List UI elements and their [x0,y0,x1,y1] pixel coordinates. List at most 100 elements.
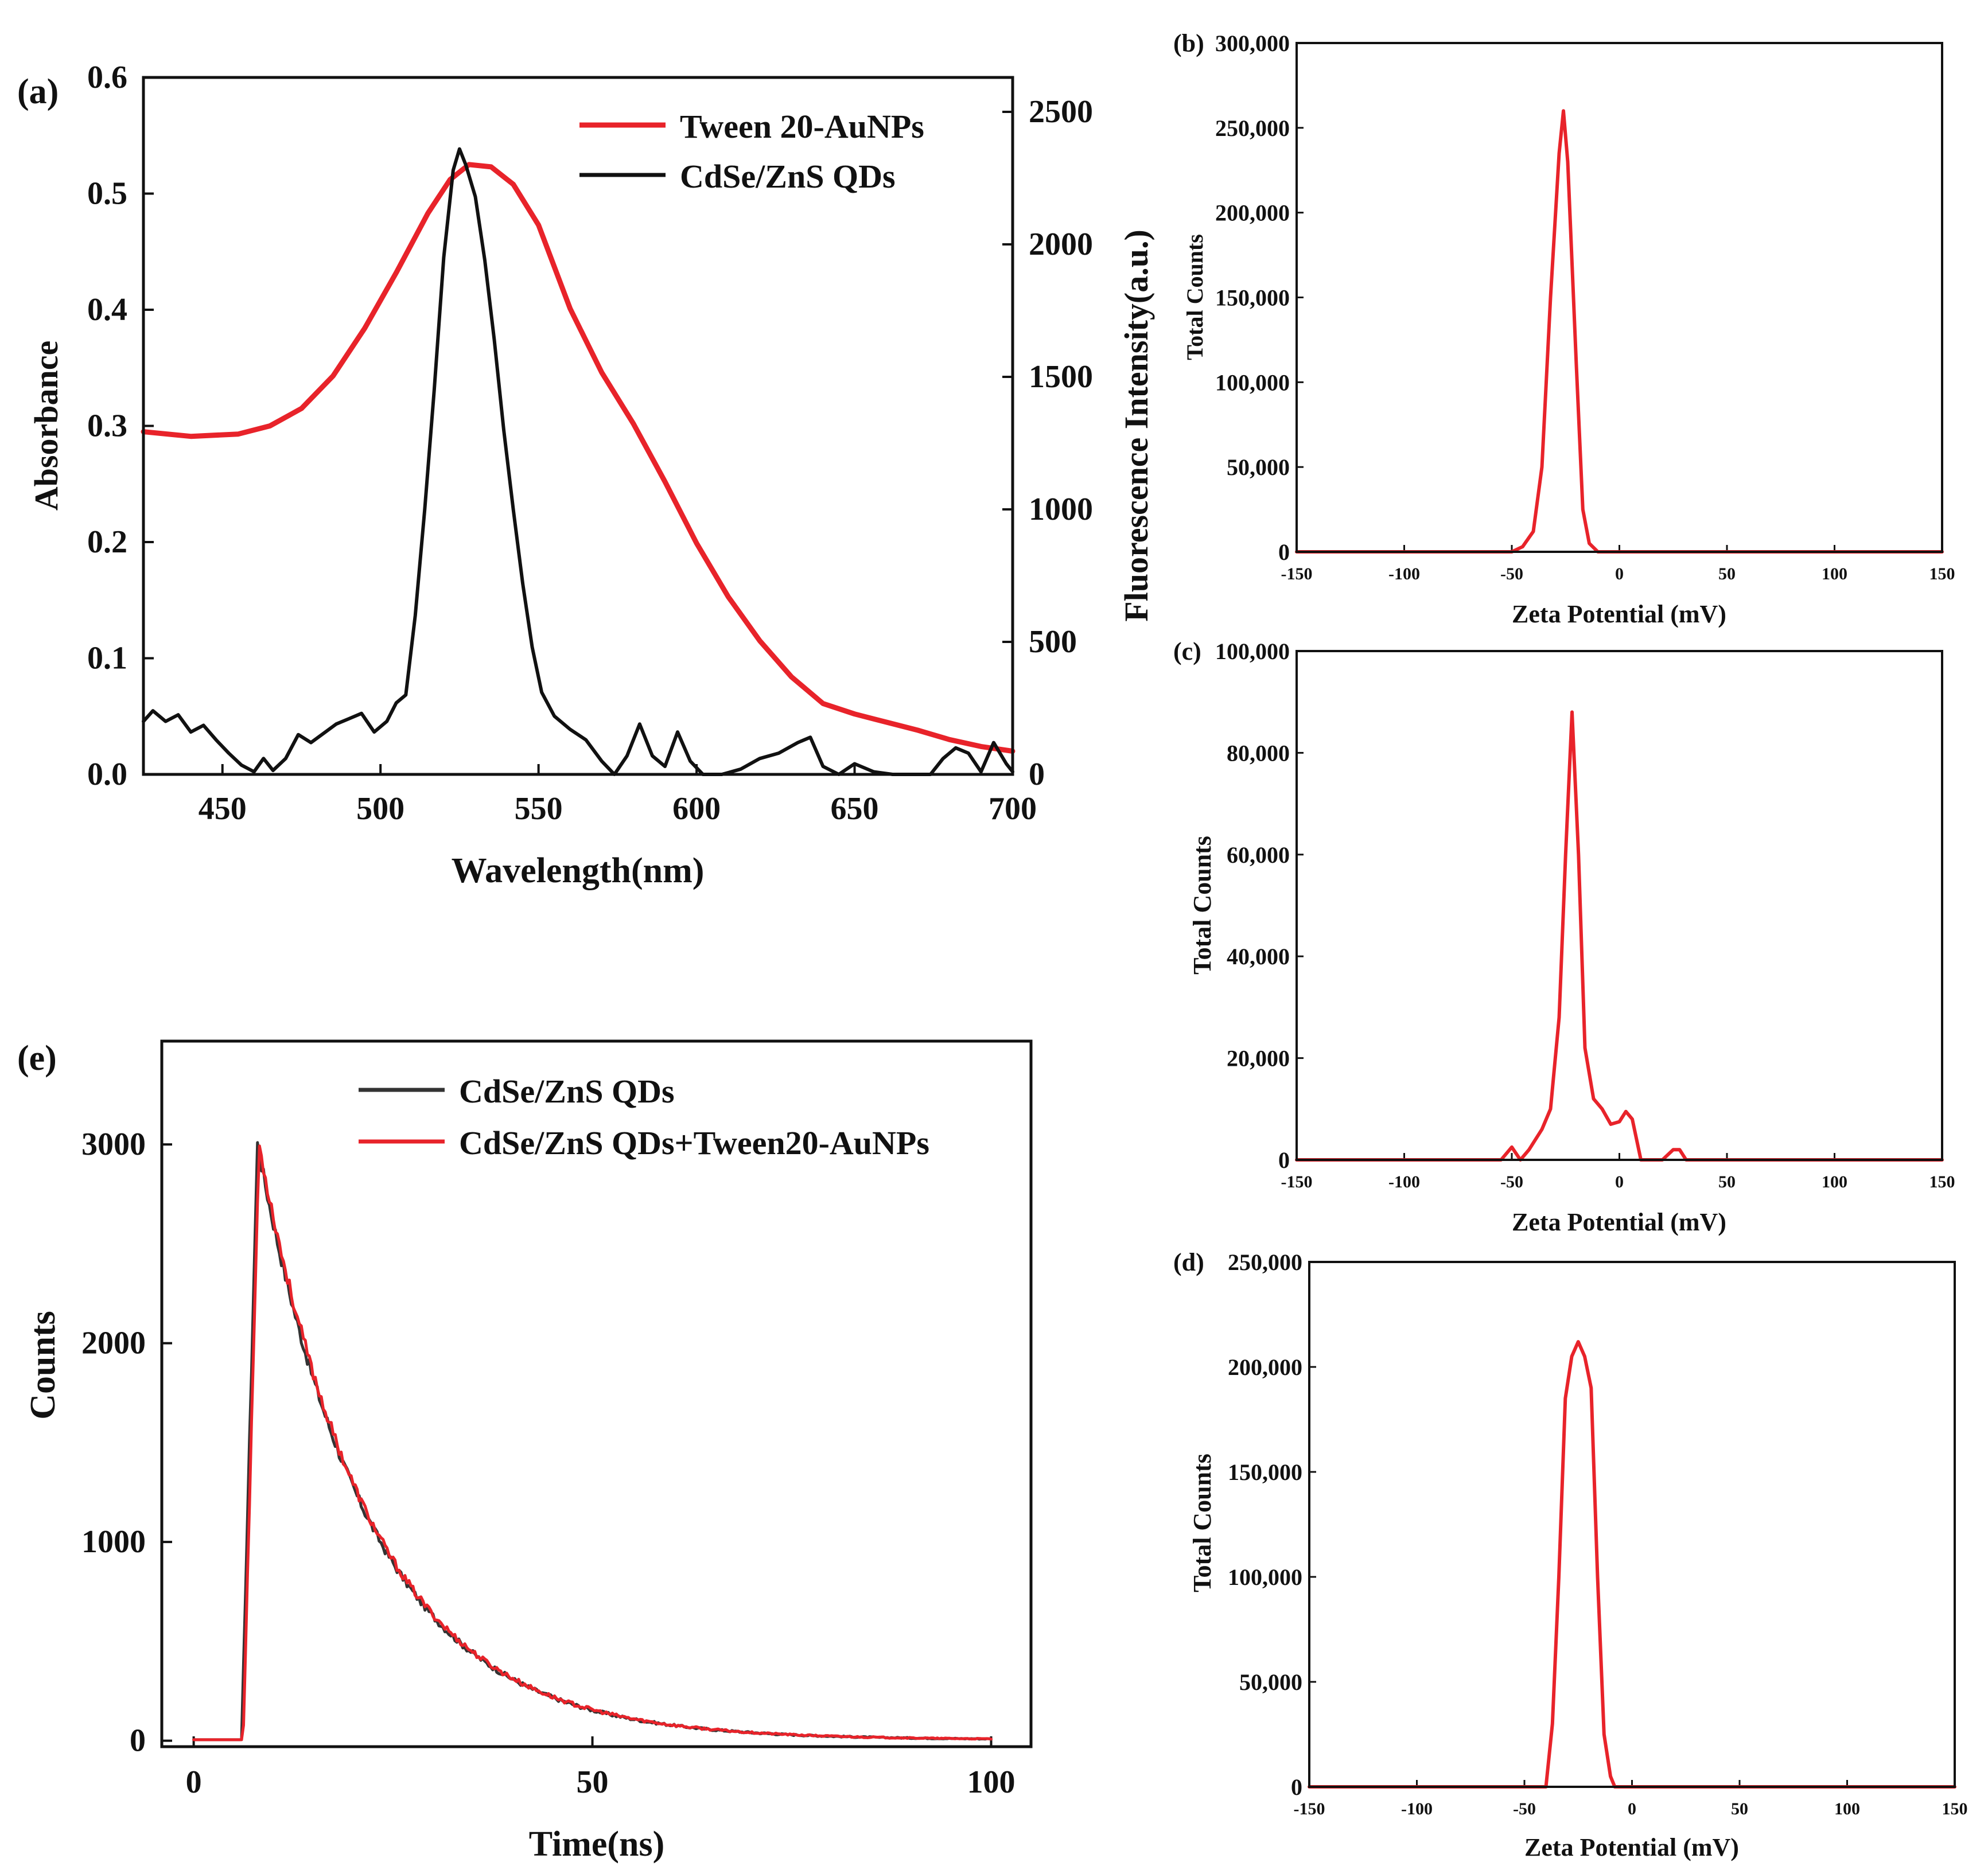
panel-a-y-axis-label: Absorbance [28,341,65,511]
panel-a-frame [142,76,1014,776]
panel-a-x-tick-label: 600 [672,791,721,827]
panel-d-frame [1308,1261,1956,1788]
panel-a-y-tick-label: 0.4 [87,292,127,328]
panel-d-x-tick-label: -100 [1401,1799,1433,1818]
panel-d-x-tick-label: -150 [1294,1799,1325,1818]
panel-b-y-tick-label: 300,000 [1215,30,1290,56]
panel-e-x-tick-label: 0 [186,1764,202,1800]
panel-d-x-tick-label: 100 [1834,1799,1860,1818]
panel-d-x-axis-label: Zeta Potential (mV) [1524,1833,1739,1861]
panel-b-y-tick-label: 50,000 [1227,454,1290,480]
panel-d-y-tick-label: 150,000 [1228,1459,1302,1485]
panel-a-legend-label-tween: Tween 20-AuNPs [680,108,924,145]
panel-a-absorbance-fluorescence: (a) 450 500 550 600 650 700 0.0 0.1 0.2 0.3 0.4 0.5… [17,60,1155,890]
panel-c-zeta-potential: (c) -150 -100 -50 0 50 100 150 0 20,000 40,000 60,… [1173,637,1955,1236]
panel-d-y-tick-label: 200,000 [1228,1354,1302,1380]
panel-a-plot-area [141,147,1016,776]
panel-d-y-tick-label: 0 [1291,1774,1302,1800]
panel-a-ticks: 450 500 550 600 650 700 0.0 0.1 0.2 0.3 0.4 0.5 0.6 0… [87,60,1093,827]
panel-a-y2-tick-label: 2000 [1029,227,1093,262]
panel-e-x-tick-label: 50 [577,1764,609,1800]
panel-c-x-tick-label: -50 [1500,1172,1523,1191]
panel-d-ticks: -150 -100 -50 0 50 100 150 0 50,000 100,000 150,00… [1228,1249,1968,1818]
panel-a-x-tick-label: 450 [199,791,247,827]
panel-e-series-cdse-zns-qds [192,1141,993,1742]
panel-a-x-tick-label: 650 [831,791,879,827]
panel-a-y-tick-label: 0.5 [87,176,127,212]
panel-c-x-tick-label: -100 [1388,1172,1420,1191]
panel-a-x-tick-label: 550 [515,791,563,827]
panel-c-y-tick-label: 0 [1278,1147,1290,1173]
panel-c-y-tick-label: 80,000 [1227,740,1290,766]
panel-e-x-tick-label: 100 [967,1764,1016,1800]
panel-e-legend: CdSe/ZnS QDs CdSe/ZnS QDs+Tween20-AuNPs [359,1073,929,1162]
panel-e-legend-label-qds: CdSe/ZnS QDs [459,1073,675,1110]
panel-a-label: (a) [17,72,59,111]
panel-a-y-tick-label: 0.3 [87,408,127,444]
panel-c-x-tick-label: 150 [1929,1172,1955,1191]
panel-b-x-tick-label: -50 [1500,564,1523,583]
panel-b-y-tick-label: 150,000 [1215,285,1290,311]
panel-a-y2-tick-label: 0 [1029,757,1045,792]
panel-c-y-tick-label: 100,000 [1215,638,1290,664]
panel-c-x-tick-label: -150 [1281,1172,1313,1191]
panel-e-series-qds-plus-aunps [192,1144,993,1742]
panel-b-y-tick-label: 100,000 [1215,369,1290,395]
panel-c-series-zeta [1295,710,1944,1162]
panel-b-y-tick-label: 0 [1278,539,1290,565]
panel-a-y2-axis-label: Fluorescence Intensity(a.u.) [1118,229,1155,622]
panel-a-y2-tick-label: 500 [1029,624,1077,660]
panel-e-y-tick-label: 2000 [81,1326,146,1361]
panel-c-label: (c) [1173,637,1201,665]
panel-b-zeta-potential: (b) -150 -100 -50 0 50 100 150 0 50,000 100,000 15… [1173,29,1955,628]
panel-d-x-tick-label: 0 [1628,1799,1636,1818]
panel-b-y-tick-label: 200,000 [1215,200,1290,226]
panel-d-y-tick-label: 100,000 [1228,1564,1302,1590]
panel-e-x-axis-label: Time(ns) [529,1825,665,1864]
panel-a-x-axis-label: Wavelength(nm) [452,851,705,890]
panel-d-y-axis-label: Total Counts [1188,1454,1216,1592]
panel-b-x-tick-label: 100 [1822,564,1847,583]
panel-c-x-axis-label: Zeta Potential (mV) [1512,1208,1726,1236]
panel-c-x-tick-label: 50 [1718,1172,1736,1191]
panel-c-x-tick-label: 100 [1822,1172,1847,1191]
panel-e-y-tick-label: 0 [130,1723,146,1759]
panel-e-y-axis-label: Counts [24,1311,63,1420]
panel-e-plot-area [192,1141,993,1742]
panel-b-x-tick-label: 150 [1929,564,1955,583]
panel-b-y-axis-label: Total Counts [1182,234,1208,360]
panel-b-x-tick-label: -100 [1388,564,1420,583]
panel-c-ticks: -150 -100 -50 0 50 100 150 0 20,000 40,000 60,000 8… [1215,638,1955,1191]
panel-b-x-tick-label: 0 [1615,564,1624,583]
panel-d-zeta-potential: (d) -150 -100 -50 0 50 100 150 0 50,000 100,000 15… [1173,1248,1968,1861]
panel-a-y2-tick-label: 1000 [1029,492,1093,527]
panel-b-frame [1295,42,1943,553]
panel-a-y-tick-label: 0.2 [87,524,127,560]
panel-b-label: (b) [1173,29,1204,57]
panel-a-legend-label-qds: CdSe/ZnS QDs [680,158,896,195]
panel-b-x-tick-label: 50 [1718,564,1736,583]
panel-e-label: (e) [17,1039,57,1078]
panel-d-plot-area [1308,1340,1956,1789]
panel-b-series-zeta [1295,109,1944,554]
panel-c-plot-area [1295,710,1944,1162]
panel-a-series-cdse-zns-qds [142,147,1014,776]
panel-d-label: (d) [1173,1248,1204,1276]
panel-a-series-tween20-aunps [141,162,1016,754]
panel-a-legend: Tween 20-AuNPs CdSe/ZnS QDs [579,108,924,195]
panel-b-ticks: -150 -100 -50 0 50 100 150 0 50,000 100,000 150,00… [1215,30,1955,583]
panel-d-x-tick-label: -50 [1513,1799,1536,1818]
panel-a-y-tick-label: 0.1 [87,641,127,676]
panel-c-y-tick-label: 60,000 [1227,842,1290,868]
panel-d-y-tick-label: 50,000 [1239,1669,1302,1695]
panel-e-y-tick-label: 3000 [81,1127,146,1162]
panel-c-x-tick-label: 0 [1615,1172,1624,1191]
panel-e-frame [160,1039,1033,1748]
panel-d-x-tick-label: 50 [1731,1799,1748,1818]
panel-c-frame [1295,650,1943,1161]
panel-d-y-tick-label: 250,000 [1228,1249,1302,1275]
panel-a-y2-tick-label: 1500 [1029,359,1093,395]
panel-a-y-tick-label: 0.6 [87,60,127,95]
